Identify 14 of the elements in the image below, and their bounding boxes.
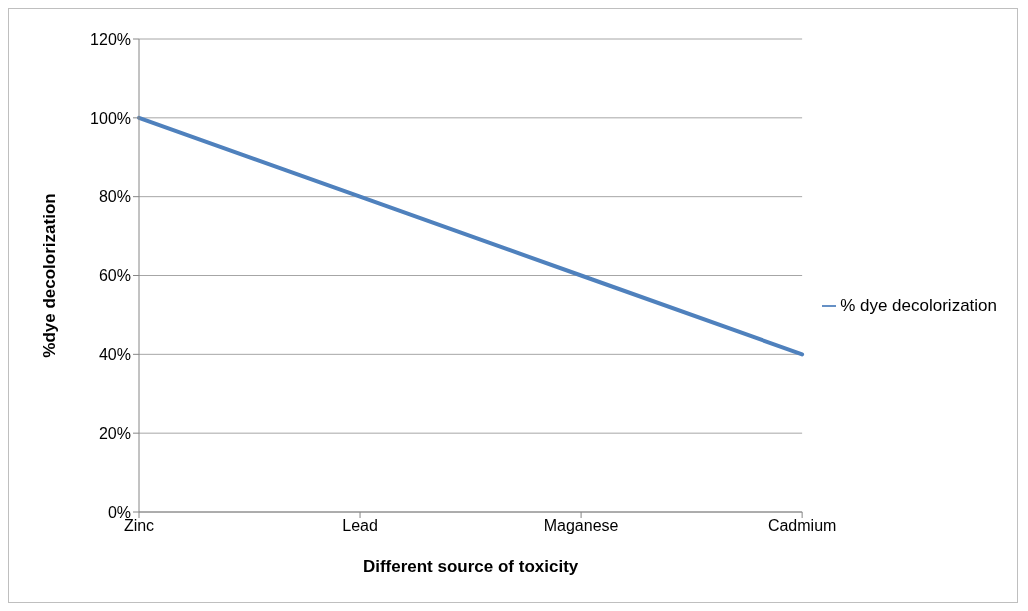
x-tick-label: Maganese: [543, 517, 619, 535]
x-tick-label: Cadmium: [767, 517, 837, 535]
x-tick-label: Lead: [342, 517, 378, 535]
y-tick-label: 120%: [90, 30, 131, 48]
y-tick-label: 60%: [98, 267, 131, 285]
legend-label: % dye decolorization: [840, 295, 997, 315]
y-axis-title: %dye decolorization: [40, 193, 60, 358]
line-series: [137, 115, 805, 357]
x-axis-title: Different source of toxicity: [362, 557, 579, 576]
y-tick-label: 80%: [98, 188, 131, 206]
y-tick-label: 100%: [90, 109, 131, 127]
y-tick-label: 20%: [98, 424, 131, 442]
x-tick-label: Zinc: [123, 517, 155, 535]
y-tick-label: 40%: [98, 346, 131, 364]
